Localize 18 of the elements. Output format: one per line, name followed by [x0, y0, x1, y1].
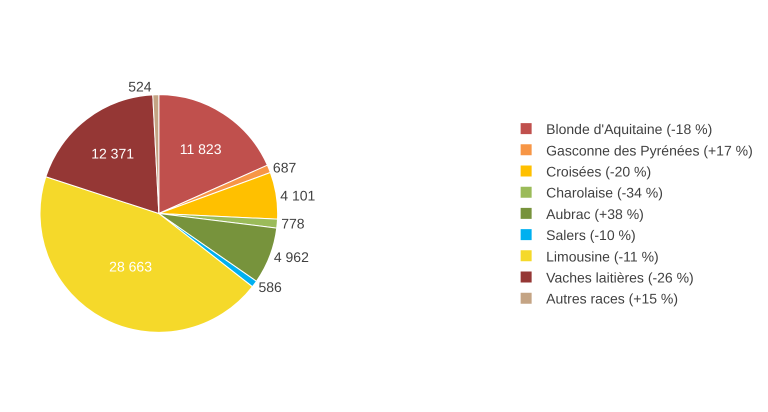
data-label: 524: [128, 78, 152, 95]
data-label: 778: [281, 216, 305, 232]
data-label: 28 663: [109, 258, 152, 274]
data-label: 4 962: [274, 248, 310, 265]
legend-label: Vaches laitières (-26 %): [546, 269, 694, 286]
legend-label: Salers (-10 %): [546, 227, 636, 244]
legend-label: Croisées (-20 %): [546, 163, 652, 180]
data-label: 12 371: [91, 145, 134, 162]
legend-label: Autres races (+15 %): [546, 290, 678, 307]
legend-label: Gasconne des Pyrénées (+17 %): [546, 142, 753, 158]
legend-label: Limousine (-11 %): [546, 248, 659, 264]
data-label: 687: [272, 160, 296, 176]
legend-label: Aubrac (+38 %): [546, 206, 644, 222]
legend-label: Blonde d'Aquitaine (-18 %): [546, 121, 712, 138]
data-label: 4 101: [280, 187, 316, 204]
data-label: 586: [258, 278, 282, 295]
legend-label: Charolaise (-34 %): [546, 184, 663, 201]
data-label: 11 823: [180, 140, 222, 157]
